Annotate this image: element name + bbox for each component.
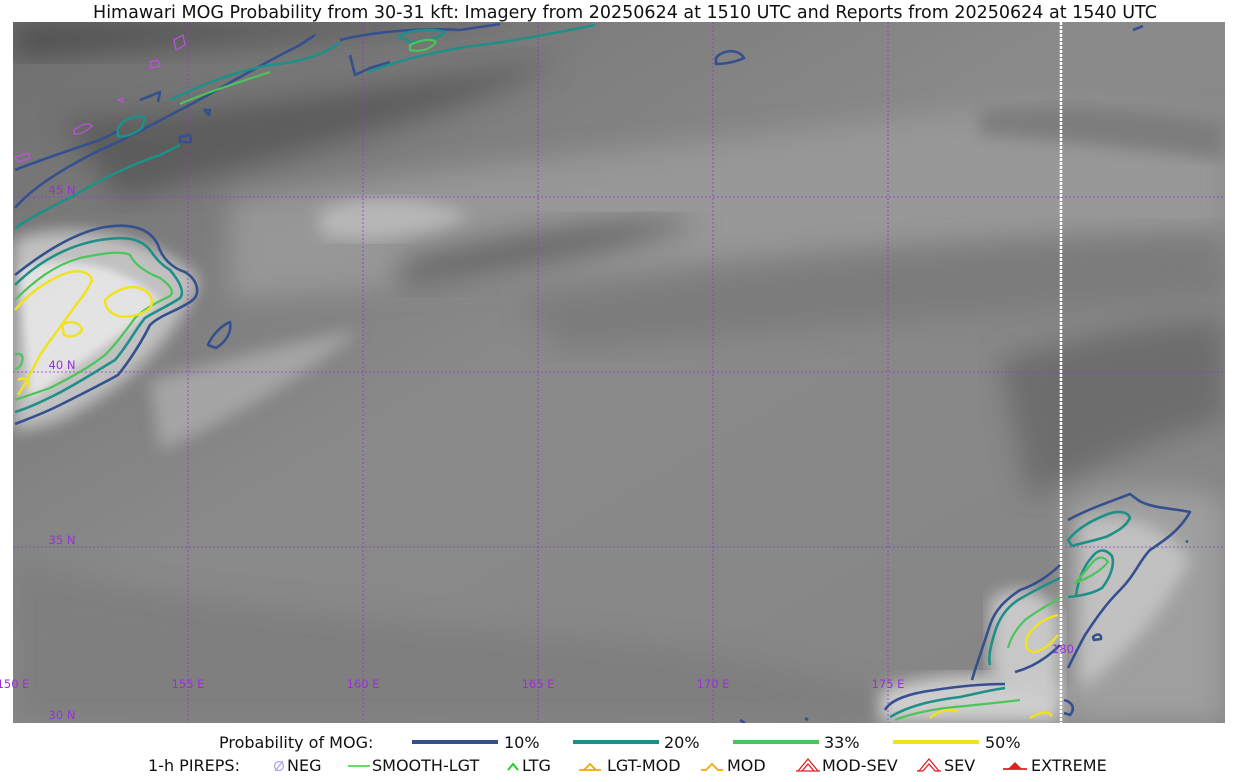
neg-icon: [273, 760, 285, 772]
ltg-caret-icon: [507, 762, 519, 771]
legend-swatch-50: [893, 740, 979, 744]
lon-label: 170 E: [697, 677, 730, 691]
lon-label: 165 E: [522, 677, 555, 691]
prob-20-contours: [14, 23, 1132, 719]
pirep-legend: 1-h PIREPS: NEG SMOOTH-LGT LTG LGT-MOD M…: [0, 756, 1250, 778]
grid-lines: [13, 22, 1225, 723]
legend-label-10: 10%: [504, 733, 540, 752]
legend-swatch-10: [412, 740, 498, 744]
lon-label: 180: [1052, 642, 1074, 656]
legend-swatch-33: [733, 740, 819, 744]
lat-label: 45 N: [49, 183, 76, 197]
pirep-legend-title: 1-h PIREPS:: [148, 756, 240, 775]
prob-50-contours: [14, 270, 1059, 720]
prob-33-contours: [14, 38, 1110, 722]
prob-10-contours: [14, 22, 1192, 723]
pirep-label-extreme: EXTREME: [1031, 756, 1107, 775]
pirep-label-neg: NEG: [287, 756, 322, 775]
lat-label: 35 N: [49, 533, 76, 547]
lat-label: 30 N: [49, 708, 76, 722]
extreme-icon: [1003, 762, 1027, 770]
pirep-label-mod-sev: MOD-SEV: [822, 756, 898, 775]
lon-label: 155 E: [172, 677, 205, 691]
mod-sev-icon: [796, 757, 820, 772]
legend-swatch-20: [573, 740, 659, 744]
lat-labels: 45 N 40 N 35 N 30 N: [49, 183, 76, 722]
lon-label: 160 E: [347, 677, 380, 691]
sev-icon: [917, 757, 941, 772]
lon-label: 150 E: [0, 677, 29, 691]
pirep-label-mod: MOD: [727, 756, 766, 775]
probability-legend-title: Probability of MOG:: [219, 733, 374, 752]
pirep-label-lgt-mod: LGT-MOD: [607, 756, 681, 775]
pirep-label-sev: SEV: [944, 756, 976, 775]
mod-icon: [701, 762, 723, 771]
legend-label-33: 33%: [824, 733, 860, 752]
legend-label-50: 50%: [985, 733, 1021, 752]
map-title: Himawari MOG Probability from 30-31 kft:…: [93, 3, 1157, 23]
pirep-label-smooth-lgt: SMOOTH-LGT: [372, 756, 480, 775]
lgt-mod-icon: [579, 762, 601, 771]
legend-label-20: 20%: [664, 733, 700, 752]
coast-outline: [14, 34, 186, 163]
probability-legend: Probability of MOG: 10% 20% 33% 50%: [0, 733, 1250, 755]
pirep-label-ltg: LTG: [522, 756, 551, 775]
lon-labels: 150 E 155 E 160 E 165 E 170 E 175 E 180: [0, 642, 1074, 691]
lat-label: 40 N: [49, 358, 76, 372]
smooth-lgt-line-icon: [348, 765, 370, 767]
lon-label: 175 E: [872, 677, 905, 691]
cloud-texture: [13, 22, 1225, 723]
